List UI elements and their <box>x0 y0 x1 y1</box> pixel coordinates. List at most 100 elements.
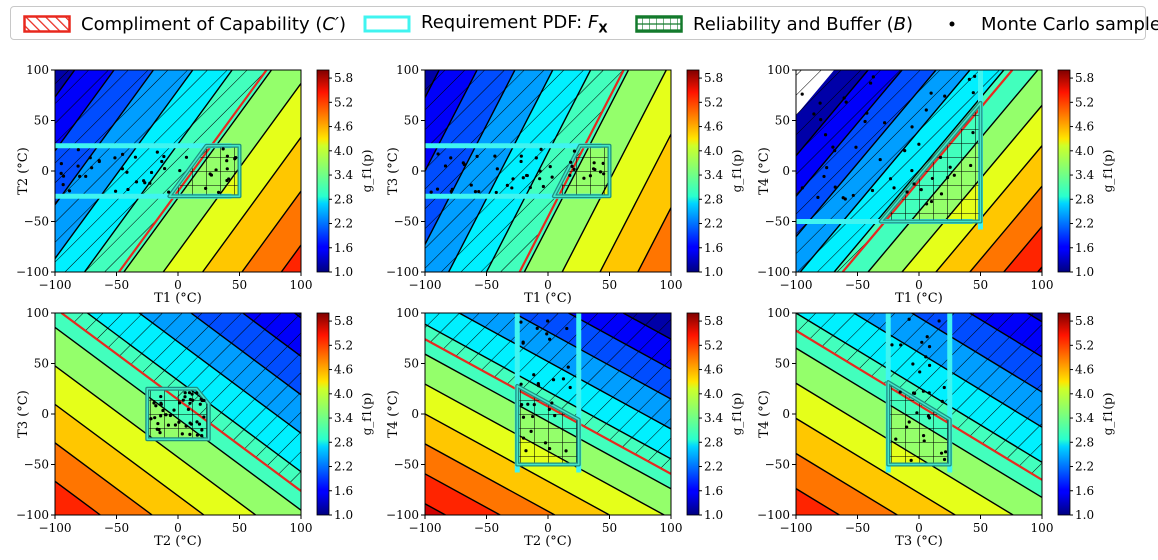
y-tick-label: 50 <box>34 114 49 128</box>
plot-area <box>425 313 671 515</box>
outline-swatch-icon <box>363 15 411 33</box>
dot-swatch-icon <box>949 21 955 27</box>
contour-line <box>55 403 205 515</box>
contour-band <box>562 70 671 272</box>
contour-line <box>280 244 301 272</box>
monte-carlo-sample <box>154 404 158 408</box>
x-tick-label: 50 <box>602 278 617 292</box>
monte-carlo-sample <box>159 414 163 418</box>
legend-label-reliability: Reliability and Buffer (B) <box>693 13 914 35</box>
monte-carlo-sample <box>469 183 473 187</box>
monte-carlo-sample <box>952 173 956 177</box>
colorbar-tick-label: 1.0 <box>334 508 353 522</box>
monte-carlo-sample <box>493 154 497 158</box>
x-tick-label: 50 <box>232 521 247 535</box>
monte-carlo-sample <box>564 449 568 453</box>
monte-carlo-sample <box>535 326 539 330</box>
monte-carlo-sample <box>461 161 465 165</box>
monte-carlo-sample <box>863 119 867 124</box>
monte-carlo-sample <box>59 171 63 175</box>
monte-carlo-sample <box>184 155 189 159</box>
monte-carlo-sample <box>823 133 828 137</box>
contour-line <box>55 480 101 515</box>
x-tick-label: −50 <box>845 521 870 535</box>
monte-carlo-sample <box>602 172 606 176</box>
monte-carlo-sample <box>521 415 526 419</box>
monte-carlo-sample <box>942 385 946 390</box>
monte-carlo-sample <box>550 401 554 405</box>
legend-label-compliment: Compliment of Capability (C′) <box>81 13 347 35</box>
contour-line <box>425 503 446 515</box>
colorbar <box>316 69 330 273</box>
monte-carlo-sample <box>939 451 944 455</box>
monte-carlo-sample <box>163 166 167 171</box>
monte-carlo-sample <box>168 413 173 418</box>
monte-carlo-sample <box>148 181 152 185</box>
monte-carlo-sample <box>449 156 453 160</box>
colorbar-tick-label: 4.0 <box>704 387 723 401</box>
monte-carlo-sample <box>924 202 929 206</box>
colorbar-tick-label: 5.2 <box>334 338 353 352</box>
monte-carlo-sample <box>919 187 923 192</box>
monte-carlo-sample <box>548 337 552 341</box>
monte-carlo-sample <box>822 174 826 179</box>
monte-carlo-sample <box>592 161 596 165</box>
capability-complement-hatch <box>425 313 671 474</box>
monte-carlo-sample <box>937 319 941 323</box>
monte-carlo-sample <box>601 161 605 165</box>
monte-carlo-sample <box>158 431 162 435</box>
reliability-outline <box>887 381 951 466</box>
monte-carlo-sample <box>547 407 551 412</box>
reliability-outline <box>168 145 241 197</box>
contour-line <box>796 417 956 515</box>
monte-carlo-sample <box>903 149 907 153</box>
y-axis-label: T3 (°C) <box>386 147 401 195</box>
x-tick-label: −50 <box>474 521 499 535</box>
monte-carlo-sample <box>883 121 887 125</box>
monte-carlo-sample <box>477 189 481 194</box>
y-axis-label: T2 (°C) <box>16 147 31 195</box>
monte-carlo-sample <box>76 164 80 168</box>
monte-carlo-sample <box>113 189 118 193</box>
y-tick-label: −50 <box>24 458 49 472</box>
monte-carlo-sample <box>825 166 829 170</box>
y-tick-label: −50 <box>765 215 790 229</box>
monte-carlo-sample <box>568 385 572 390</box>
reliability-outline <box>516 385 580 466</box>
x-tick-label: −50 <box>104 521 129 535</box>
monte-carlo-sample <box>473 190 478 194</box>
monte-carlo-sample <box>800 186 804 190</box>
legend: Compliment of Capability (C′) Requiremen… <box>10 6 1158 41</box>
monte-carlo-sample <box>519 320 523 324</box>
monte-carlo-sample <box>436 152 440 156</box>
monte-carlo-sample <box>214 168 218 172</box>
y-tick-label: −100 <box>386 508 419 522</box>
monte-carlo-sample <box>177 401 182 405</box>
contour-line <box>1037 266 1042 272</box>
capability-complement-hatch <box>796 313 1042 480</box>
colorbar-tick-label: 5.2 <box>1075 95 1094 109</box>
y-tick-label: 100 <box>396 306 419 320</box>
monte-carlo-sample <box>532 373 536 377</box>
y-tick-label: 50 <box>404 114 419 128</box>
y-tick-label: −50 <box>24 215 49 229</box>
legend-item-samples: Monte Carlo samples <box>933 7 1158 41</box>
colorbar <box>1057 69 1071 273</box>
x-tick-label: −100 <box>780 278 813 292</box>
y-tick-label: 100 <box>767 63 790 77</box>
colorbar-tick-label: 1.6 <box>1075 484 1094 498</box>
legend-item-compliment: Compliment of Capability (C′) <box>23 7 346 41</box>
y-tick-label: −50 <box>765 458 790 472</box>
monte-carlo-sample <box>181 398 185 402</box>
monte-carlo-sample <box>519 159 523 164</box>
x-axis-label: T2 (°C) <box>524 534 572 549</box>
y-tick-label: 0 <box>782 164 790 178</box>
colorbar-label: g_f1(p) <box>360 393 374 436</box>
monte-carlo-sample <box>188 432 192 436</box>
monte-carlo-sample <box>435 187 440 191</box>
monte-carlo-sample <box>495 167 499 171</box>
x-tick-label: 100 <box>660 521 683 535</box>
colorbar-tick-label: 2.8 <box>1075 192 1094 206</box>
monte-carlo-sample <box>888 177 893 181</box>
monte-carlo-sample <box>200 428 204 432</box>
